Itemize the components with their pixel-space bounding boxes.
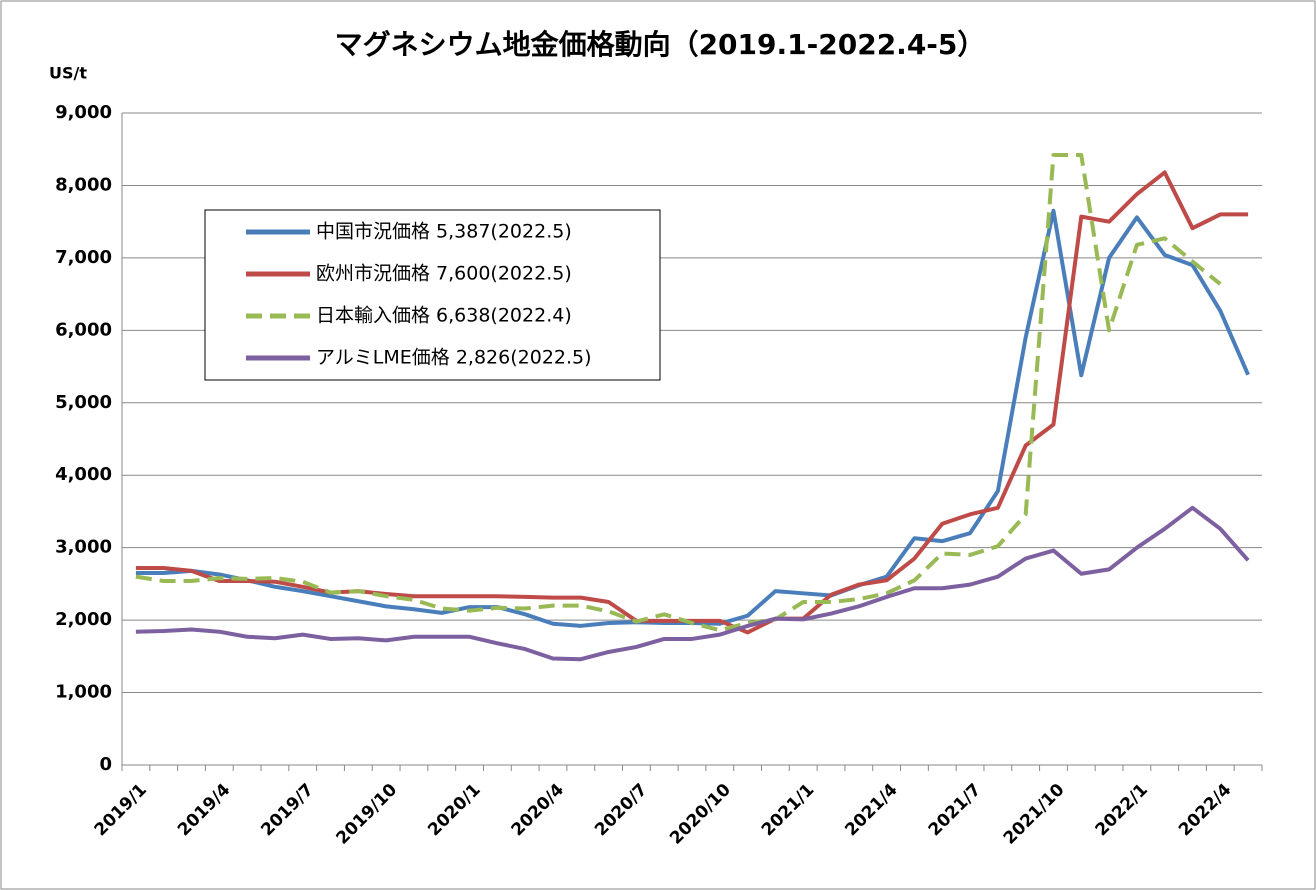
- y-tick-label: 6,000: [55, 319, 112, 340]
- y-tick-label: 1,000: [55, 682, 112, 703]
- legend-label: 欧州市況価格 7,600(2022.5): [316, 263, 572, 285]
- y-tick-label: 2,000: [55, 609, 112, 630]
- y-tick-label: 7,000: [55, 247, 112, 268]
- series-line: [135, 153, 1222, 633]
- legend-label: アルミLME価格 2,826(2022.5): [316, 347, 592, 369]
- y-tick-label: 8,000: [55, 174, 112, 195]
- series-line: [135, 505, 1250, 662]
- chart-title: マグネシウム地金価格動向（2019.1-2022.4-5）: [335, 28, 986, 61]
- legend-box: [204, 209, 661, 381]
- legend-label: 日本輸入価格 6,638(2022.4): [316, 305, 572, 327]
- y-tick-label: 9,000: [55, 102, 112, 123]
- series-line: [135, 170, 1249, 635]
- y-tick-label: 4,000: [55, 464, 112, 485]
- y-tick-label: 5,000: [55, 392, 112, 413]
- legend-label: 中国市況価格 5,387(2022.5): [316, 221, 572, 243]
- y-unit: US/t: [49, 64, 87, 83]
- y-tick-label: 0: [99, 754, 112, 775]
- y-tick-label: 3,000: [55, 537, 112, 558]
